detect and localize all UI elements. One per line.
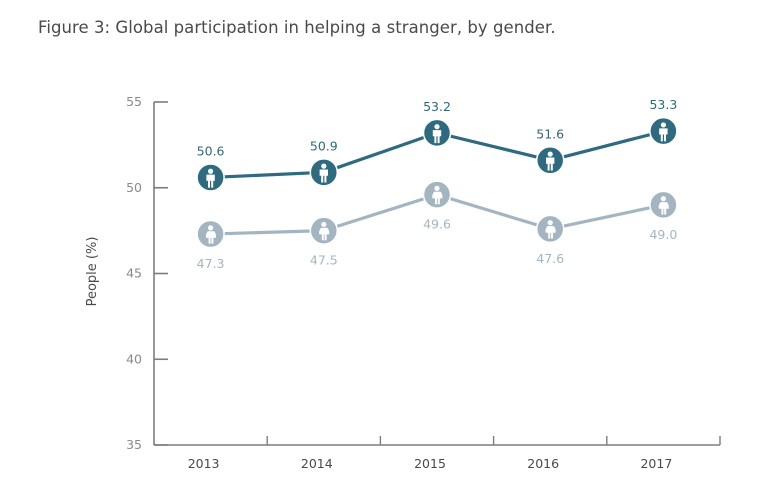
- icon-head: [321, 163, 327, 169]
- data-label: 53.3: [649, 97, 677, 112]
- icon-body: [205, 231, 217, 244]
- icon-body: [545, 226, 556, 239]
- female-person-icon: [205, 225, 217, 244]
- icon-body: [432, 191, 443, 205]
- data-point: [309, 158, 339, 187]
- male-person-icon: [546, 151, 555, 171]
- y-tick-label: 55: [126, 94, 142, 109]
- data-point: [422, 118, 452, 148]
- icon-body: [319, 227, 330, 241]
- icon-head: [434, 185, 440, 192]
- data-label: 50.6: [197, 143, 225, 158]
- male-person-icon: [319, 163, 328, 183]
- data-label: 53.2: [423, 99, 451, 114]
- female-person-icon: [432, 185, 443, 205]
- data-point: [196, 219, 225, 249]
- x-tick-label: 2017: [640, 456, 672, 471]
- icon-body: [659, 128, 668, 142]
- male-person-icon: [206, 168, 215, 188]
- data-point: [422, 180, 452, 209]
- icon-head: [321, 221, 327, 228]
- y-tick-label: 40: [126, 351, 142, 366]
- data-point: [196, 163, 225, 192]
- male-person-icon: [432, 124, 442, 144]
- icon-head: [547, 220, 553, 226]
- icon-head: [208, 225, 214, 231]
- data-label: 50.9: [310, 138, 338, 153]
- data-point: [309, 216, 339, 245]
- icon-body: [546, 157, 555, 171]
- data-point: [649, 116, 678, 146]
- male-person-icon: [659, 122, 668, 142]
- data-point: [535, 214, 565, 244]
- data-label: 47.5: [310, 253, 338, 268]
- icon-body: [658, 202, 669, 215]
- icon-head: [547, 151, 553, 157]
- data-label: 49.0: [649, 227, 677, 242]
- data-label: 49.6: [423, 217, 451, 232]
- data-point: [535, 146, 565, 175]
- series-layer: 50.6 50.9 53.2 51.6 53.3 47.3 47.5 49.6 47.6 49.0: [196, 97, 678, 271]
- data-label: 51.6: [536, 126, 564, 141]
- icon-body: [206, 174, 215, 188]
- icon-body: [319, 169, 328, 183]
- female-person-icon: [319, 221, 330, 241]
- icon-head: [208, 168, 214, 174]
- icon-body: [432, 130, 442, 144]
- icon-head: [660, 122, 666, 128]
- x-tick-label: 2014: [301, 456, 333, 471]
- x-tick-label: 2016: [527, 456, 559, 471]
- y-tick-label: 35: [126, 437, 142, 452]
- female-person-icon: [545, 220, 556, 239]
- data-label: 47.6: [536, 251, 564, 266]
- series-men: 50.6 50.9 53.2 51.6 53.3: [196, 97, 678, 192]
- axes: 35 40 45 50 55 2013 2014 2015 2016 2017 People (%): [85, 94, 721, 471]
- y-axis-label: People (%): [85, 237, 100, 307]
- y-tick-label: 50: [126, 180, 142, 195]
- y-tick-label: 45: [126, 266, 142, 281]
- x-tick-label: 2015: [414, 456, 446, 471]
- icon-head: [660, 196, 666, 202]
- x-tick-label: 2013: [188, 456, 220, 471]
- series-women: 47.3 47.5 49.6 47.6 49.0: [196, 180, 678, 271]
- data-label: 47.3: [197, 256, 225, 271]
- chart-title: Figure 3: Global participation in helpin…: [38, 18, 556, 37]
- female-person-icon: [658, 196, 669, 215]
- data-point: [649, 190, 678, 220]
- icon-head: [434, 124, 440, 130]
